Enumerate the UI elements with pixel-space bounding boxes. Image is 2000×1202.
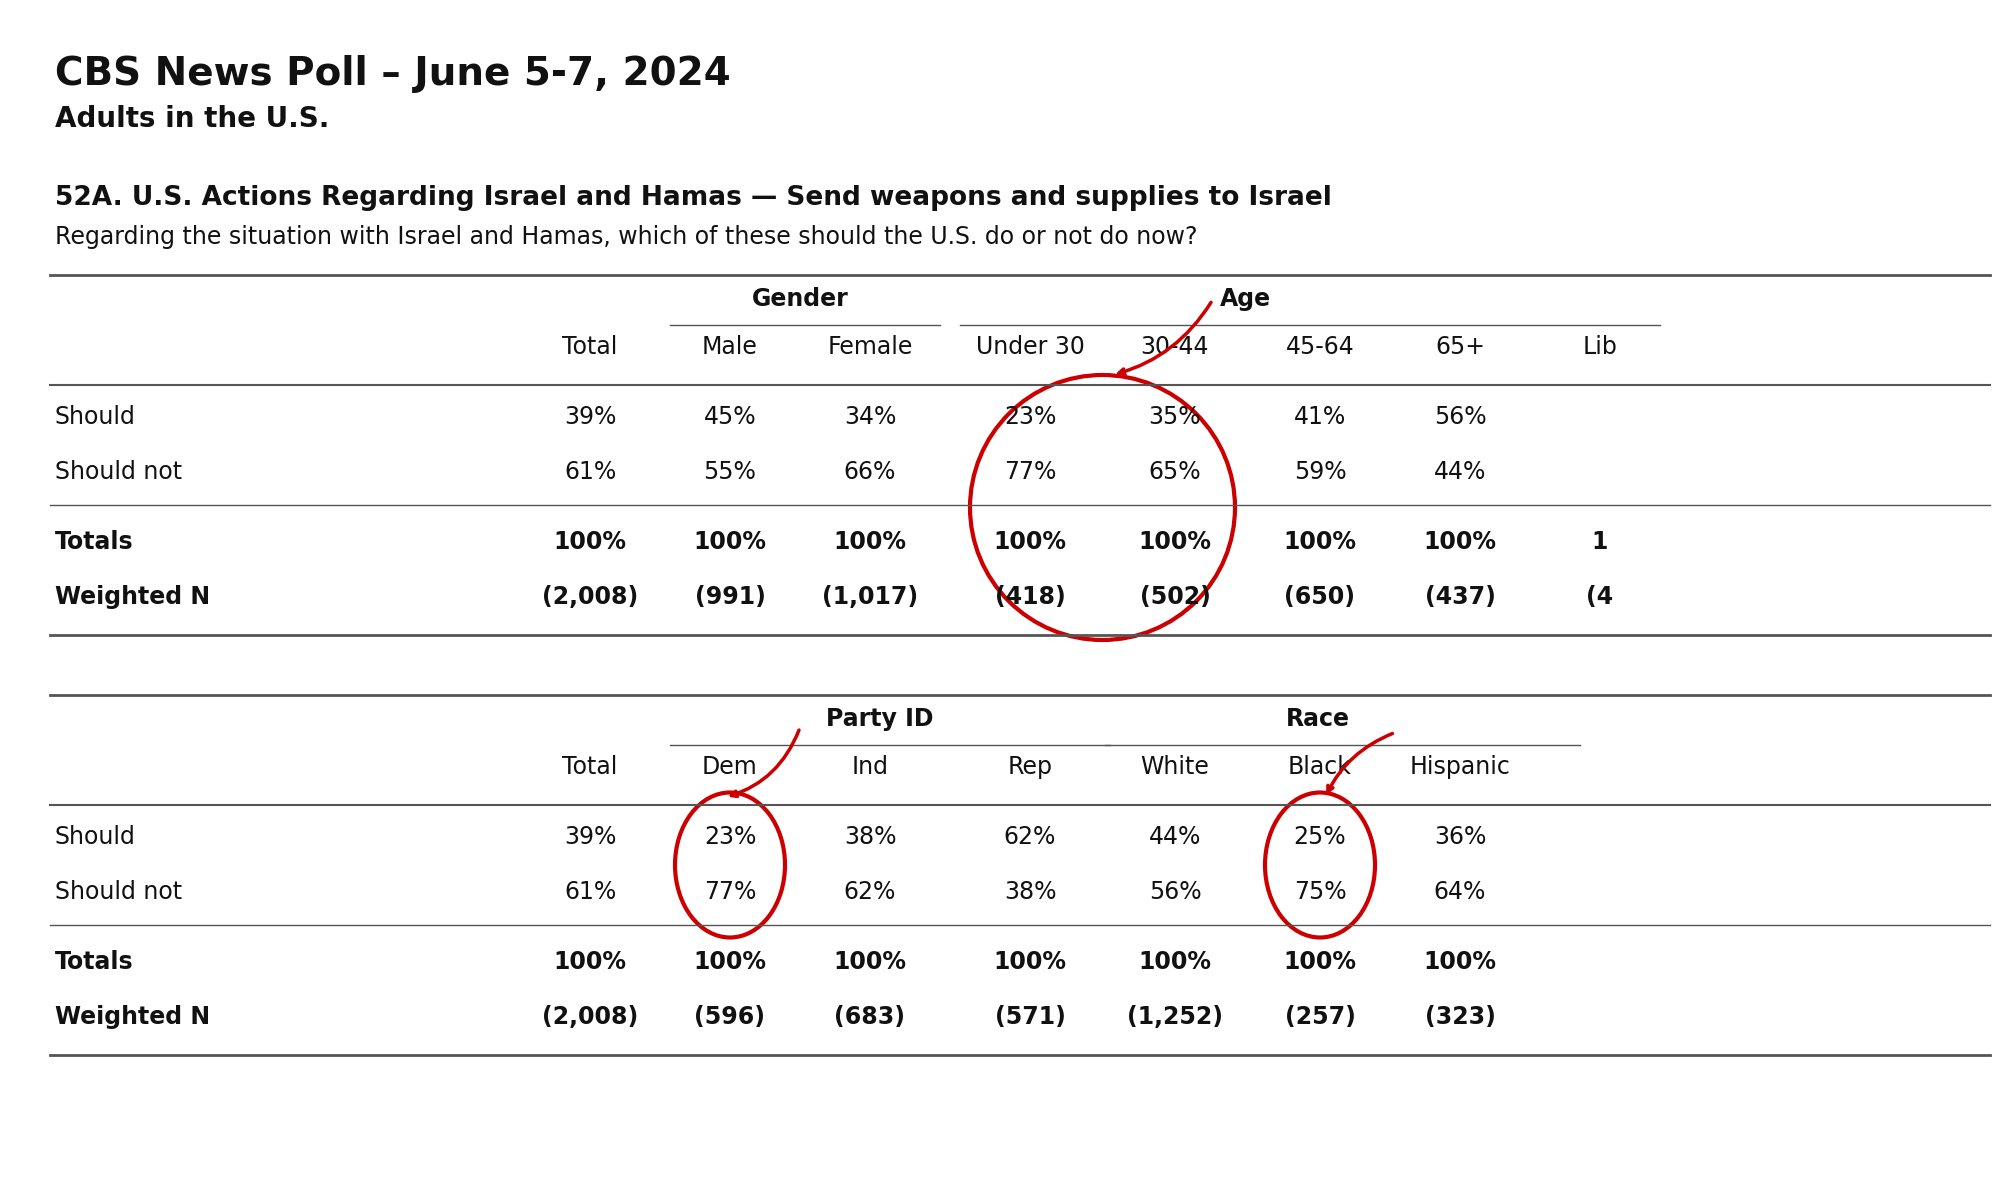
- Text: 30-44: 30-44: [1140, 335, 1210, 359]
- Text: 41%: 41%: [1294, 405, 1346, 429]
- Text: 100%: 100%: [1138, 950, 1212, 974]
- Text: 100%: 100%: [554, 530, 626, 554]
- Text: (991): (991): [694, 585, 766, 609]
- Text: Female: Female: [828, 335, 912, 359]
- Text: (650): (650): [1284, 585, 1356, 609]
- Text: Should: Should: [56, 825, 136, 849]
- Text: (437): (437): [1424, 585, 1496, 609]
- Text: 38%: 38%: [844, 825, 896, 849]
- Text: (1,017): (1,017): [822, 585, 918, 609]
- Text: 45%: 45%: [704, 405, 756, 429]
- Text: 56%: 56%: [1148, 880, 1202, 904]
- Text: (596): (596): [694, 1005, 766, 1029]
- Text: 39%: 39%: [564, 825, 616, 849]
- Text: (323): (323): [1424, 1005, 1496, 1029]
- Text: 65+: 65+: [1436, 335, 1484, 359]
- Text: 75%: 75%: [1294, 880, 1346, 904]
- Text: Should not: Should not: [56, 880, 182, 904]
- Text: 45-64: 45-64: [1286, 335, 1354, 359]
- Text: 100%: 100%: [1138, 530, 1212, 554]
- Text: (418): (418): [994, 585, 1066, 609]
- Text: 44%: 44%: [1434, 460, 1486, 484]
- Text: 61%: 61%: [564, 460, 616, 484]
- Text: 23%: 23%: [1004, 405, 1056, 429]
- Text: 59%: 59%: [1294, 460, 1346, 484]
- Text: 39%: 39%: [564, 405, 616, 429]
- Text: CBS News Poll – June 5-7, 2024: CBS News Poll – June 5-7, 2024: [56, 55, 730, 93]
- Text: 65%: 65%: [1148, 460, 1202, 484]
- Text: Male: Male: [702, 335, 758, 359]
- Text: 1: 1: [1592, 530, 1608, 554]
- Text: 100%: 100%: [694, 530, 766, 554]
- Text: Hispanic: Hispanic: [1410, 755, 1510, 779]
- Text: (257): (257): [1284, 1005, 1356, 1029]
- Text: Totals: Totals: [56, 530, 134, 554]
- Text: 25%: 25%: [1294, 825, 1346, 849]
- Text: (1,252): (1,252): [1128, 1005, 1224, 1029]
- Text: White: White: [1140, 755, 1210, 779]
- Text: 23%: 23%: [704, 825, 756, 849]
- Text: 77%: 77%: [1004, 460, 1056, 484]
- Text: Ind: Ind: [852, 755, 888, 779]
- Text: Party ID: Party ID: [826, 707, 934, 731]
- Text: 100%: 100%: [1284, 950, 1356, 974]
- Text: (2,008): (2,008): [542, 1005, 638, 1029]
- Text: Should: Should: [56, 405, 136, 429]
- Text: Gender: Gender: [752, 287, 848, 311]
- Text: 100%: 100%: [1424, 950, 1496, 974]
- Text: 64%: 64%: [1434, 880, 1486, 904]
- Text: 100%: 100%: [1424, 530, 1496, 554]
- Text: (4: (4: [1586, 585, 1614, 609]
- Text: (683): (683): [834, 1005, 906, 1029]
- Text: Black: Black: [1288, 755, 1352, 779]
- Text: 62%: 62%: [1004, 825, 1056, 849]
- Text: Should not: Should not: [56, 460, 182, 484]
- Text: 61%: 61%: [564, 880, 616, 904]
- Text: Lib: Lib: [1582, 335, 1618, 359]
- Text: 36%: 36%: [1434, 825, 1486, 849]
- Text: Race: Race: [1286, 707, 1350, 731]
- Text: 100%: 100%: [834, 950, 906, 974]
- Text: Adults in the U.S.: Adults in the U.S.: [56, 105, 330, 133]
- Text: 66%: 66%: [844, 460, 896, 484]
- Text: 62%: 62%: [844, 880, 896, 904]
- Text: Dem: Dem: [702, 755, 758, 779]
- Text: 100%: 100%: [834, 530, 906, 554]
- Text: 34%: 34%: [844, 405, 896, 429]
- Text: Under 30: Under 30: [976, 335, 1084, 359]
- Text: Total: Total: [562, 335, 618, 359]
- Text: Totals: Totals: [56, 950, 134, 974]
- Text: 100%: 100%: [694, 950, 766, 974]
- Text: 100%: 100%: [1284, 530, 1356, 554]
- Text: Age: Age: [1220, 287, 1270, 311]
- Text: Weighted N: Weighted N: [56, 1005, 210, 1029]
- Text: (571): (571): [994, 1005, 1066, 1029]
- Text: 100%: 100%: [994, 530, 1066, 554]
- Text: (2,008): (2,008): [542, 585, 638, 609]
- Text: 77%: 77%: [704, 880, 756, 904]
- Text: 44%: 44%: [1148, 825, 1202, 849]
- Text: 38%: 38%: [1004, 880, 1056, 904]
- Text: 56%: 56%: [1434, 405, 1486, 429]
- Text: 35%: 35%: [1148, 405, 1202, 429]
- Text: (502): (502): [1140, 585, 1210, 609]
- Text: 100%: 100%: [554, 950, 626, 974]
- Text: Weighted N: Weighted N: [56, 585, 210, 609]
- Text: Regarding the situation with Israel and Hamas, which of these should the U.S. do: Regarding the situation with Israel and …: [56, 225, 1198, 249]
- Text: 100%: 100%: [994, 950, 1066, 974]
- Text: Total: Total: [562, 755, 618, 779]
- Text: 52A. U.S. Actions Regarding Israel and Hamas — Send weapons and supplies to Isra: 52A. U.S. Actions Regarding Israel and H…: [56, 185, 1332, 212]
- Text: 55%: 55%: [704, 460, 756, 484]
- Text: Rep: Rep: [1008, 755, 1052, 779]
